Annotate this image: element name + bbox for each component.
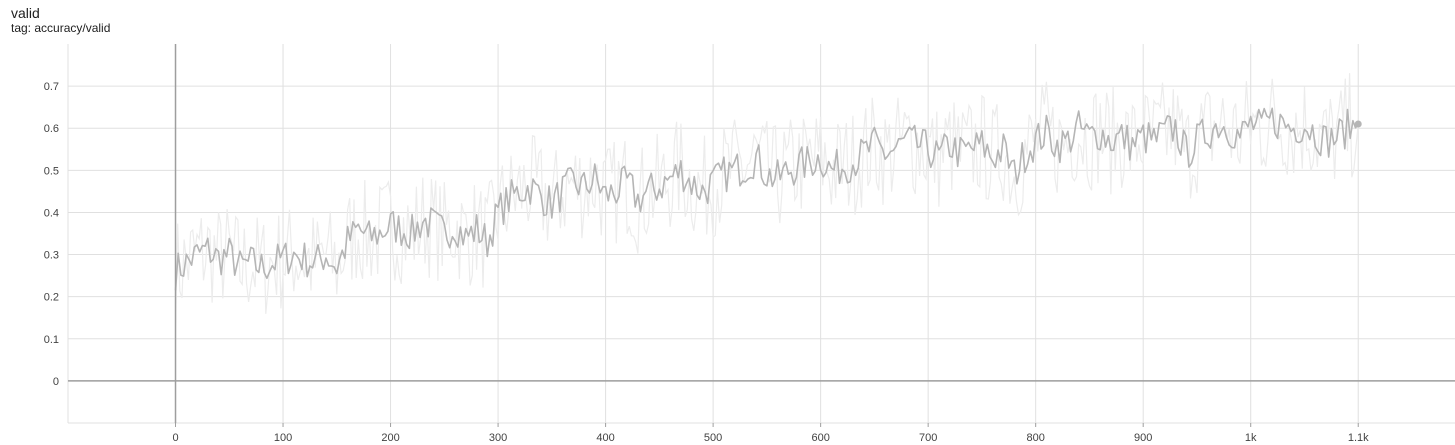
x-tick-label: 800 <box>1026 432 1044 444</box>
smoothed-line <box>174 107 1359 291</box>
y-tick-label: 0 <box>53 376 59 388</box>
x-tick-label: 200 <box>381 432 399 444</box>
x-tick-label: 100 <box>274 432 292 444</box>
raw-line <box>174 73 1359 327</box>
series-end-point <box>1354 120 1362 128</box>
x-tick-label: 400 <box>596 432 614 444</box>
smoothed-series <box>174 107 1362 291</box>
x-tick-label: 700 <box>919 432 937 444</box>
x-tick-label: 600 <box>811 432 829 444</box>
x-tick-label: 0 <box>172 432 178 444</box>
raw-series <box>174 73 1359 327</box>
chart-tag: tag: accuracy/valid <box>11 21 111 35</box>
x-tick-label: 1k <box>1245 432 1257 444</box>
x-tick-label: 900 <box>1134 432 1152 444</box>
y-tick-label: 0.5 <box>44 165 59 177</box>
y-tick-label: 0.6 <box>44 123 59 135</box>
tick-labels: 0 100 200 300 400 500 600 700 800 900 1k 1.1k 0 0.1 0.… <box>44 81 1369 444</box>
y-tick-label: 0.2 <box>44 292 59 304</box>
y-tick-label: 0.3 <box>44 250 59 262</box>
y-tick-label: 0.7 <box>44 81 59 93</box>
x-tick-label: 1.1k <box>1348 432 1369 444</box>
grid <box>67 44 1455 424</box>
x-tick-label: 500 <box>704 432 722 444</box>
axes <box>68 44 1455 427</box>
y-tick-label: 0.1 <box>44 334 59 346</box>
chart-title: valid <box>11 5 40 21</box>
x-tick-label: 300 <box>489 432 507 444</box>
y-tick-label: 0.4 <box>44 207 59 219</box>
